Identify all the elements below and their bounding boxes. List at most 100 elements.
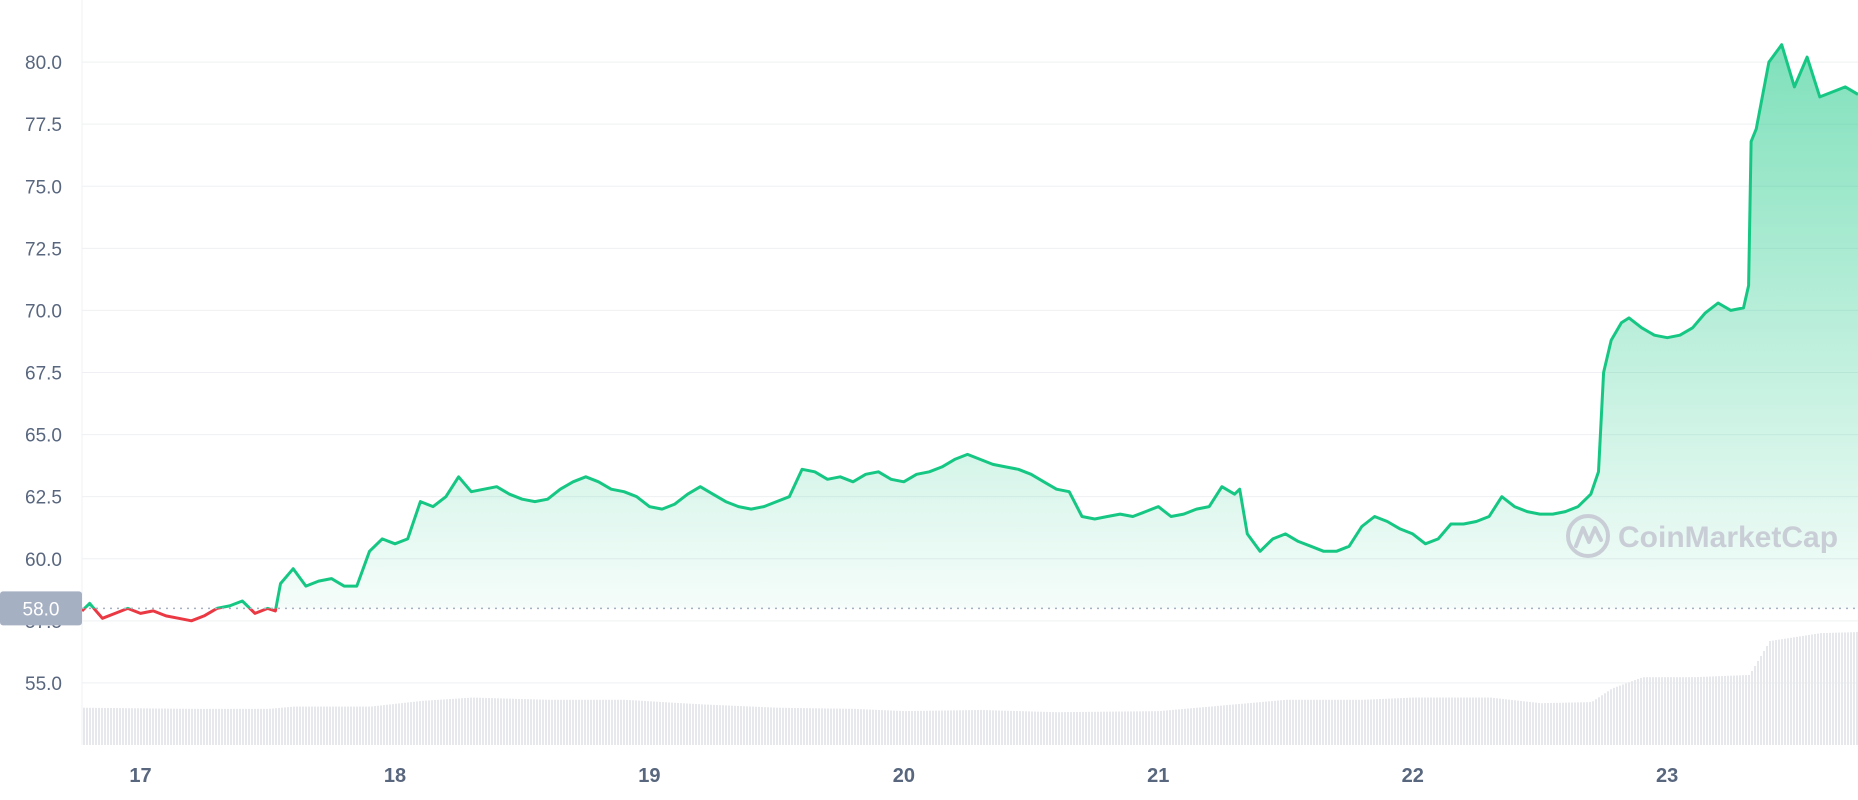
volume-bar	[1529, 701, 1531, 745]
volume-bar	[1169, 710, 1171, 745]
volume-bar	[1166, 710, 1168, 745]
volume-bar	[1628, 682, 1630, 745]
volume-bar	[1163, 710, 1165, 745]
volume-bar	[476, 697, 478, 745]
volume-bar	[1613, 687, 1615, 745]
volume-bar	[626, 699, 628, 745]
volume-bar	[1304, 699, 1306, 745]
volume-bar	[170, 708, 172, 745]
volume-bar	[989, 710, 991, 745]
volume-bar	[1079, 711, 1081, 745]
volume-bar	[926, 710, 928, 745]
volume-bar	[593, 699, 595, 745]
volume-bar	[1196, 707, 1198, 745]
volume-bar	[884, 710, 886, 745]
volume-bar	[1175, 709, 1177, 745]
volume-bar	[797, 708, 799, 745]
volume-bar	[1313, 699, 1315, 745]
volume-bar	[542, 699, 544, 745]
volume-bar	[1691, 677, 1693, 745]
volume-bar	[1757, 660, 1759, 745]
volume-bar	[668, 702, 670, 745]
volume-bar	[761, 707, 763, 745]
volume-bar	[704, 704, 706, 745]
volume-bar	[617, 699, 619, 745]
volume-bar	[686, 703, 688, 745]
volume-bar	[1589, 702, 1591, 745]
volume-bar	[1097, 711, 1099, 745]
volume-bar	[1670, 677, 1672, 745]
y-tick-label: 80.0	[25, 53, 62, 74]
volume-bar	[1583, 702, 1585, 745]
volume-bar	[434, 700, 436, 745]
volume-bar	[584, 699, 586, 745]
volume-bar	[161, 708, 163, 745]
volume-bar	[1046, 711, 1048, 745]
volume-bar	[515, 698, 517, 745]
volume-bar	[1112, 711, 1114, 745]
volume-bar	[497, 698, 499, 745]
volume-bar	[1157, 711, 1159, 745]
volume-bar	[1496, 698, 1498, 745]
volume-bar	[533, 699, 535, 745]
volume-bar	[1547, 703, 1549, 745]
volume-bar	[1772, 640, 1774, 745]
volume-bar	[1151, 711, 1153, 745]
volume-bar	[1697, 677, 1699, 745]
volume-bar	[740, 706, 742, 745]
volume-bar	[929, 710, 931, 745]
volume-bar	[194, 708, 196, 745]
volume-bar	[1001, 710, 1003, 745]
volume-bar	[1364, 699, 1366, 745]
volume-bar	[1124, 711, 1126, 745]
volume-bar	[215, 708, 217, 745]
volume-bar	[755, 706, 757, 745]
volume-bar	[98, 707, 100, 745]
volume-bar	[1322, 699, 1324, 745]
volume-bar	[773, 707, 775, 745]
volume-bar	[1658, 677, 1660, 745]
volume-bar	[1808, 634, 1810, 745]
volume-bar	[719, 705, 721, 745]
volume-bar	[164, 708, 166, 745]
volume-bar	[1415, 697, 1417, 745]
volume-bar	[1556, 702, 1558, 745]
volume-bar	[1193, 708, 1195, 745]
volume-bar	[809, 708, 811, 745]
volume-bar	[824, 708, 826, 745]
price-area	[80, 43, 1858, 623]
volume-bar	[257, 708, 259, 745]
volume-bar	[1037, 711, 1039, 745]
volume-bar	[338, 706, 340, 745]
volume-bar	[1241, 703, 1243, 745]
volume-bar	[563, 699, 565, 745]
volume-bar	[464, 698, 466, 745]
volume-bar	[1433, 697, 1435, 745]
volume-bar	[1391, 698, 1393, 745]
volume-bar	[881, 710, 883, 745]
volume-bar	[1349, 699, 1351, 745]
volume-bar	[560, 699, 562, 745]
volume-bar	[1016, 711, 1018, 745]
volume-bar	[1511, 699, 1513, 745]
volume-bar	[923, 710, 925, 745]
volume-bar	[1280, 700, 1282, 745]
volume-bar	[905, 711, 907, 745]
volume-bar	[701, 704, 703, 745]
volume-bar	[842, 708, 844, 745]
volume-bar	[467, 697, 469, 745]
volume-bar	[1586, 702, 1588, 745]
volume-bar	[197, 708, 199, 745]
volume-bar	[1268, 701, 1270, 745]
volume-bar	[1661, 677, 1663, 745]
volume-bar	[1361, 699, 1363, 745]
volume-bar	[179, 708, 181, 745]
volume-bar	[1445, 697, 1447, 745]
volume-bar	[1133, 711, 1135, 745]
volume-bar	[437, 699, 439, 745]
volume-bar	[791, 707, 793, 745]
volume-bar	[1637, 678, 1639, 745]
volume-bar	[512, 698, 514, 745]
volume-bar	[1841, 632, 1843, 745]
volume-bar	[818, 708, 820, 745]
